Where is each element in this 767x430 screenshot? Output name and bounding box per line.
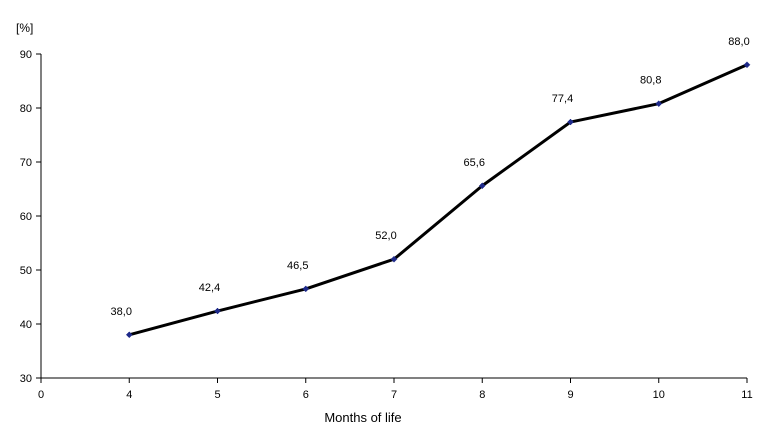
data-point-marker [743,61,751,69]
data-point-marker [302,285,310,293]
y-tick-label: 40 [20,319,32,331]
data-point-marker [125,331,133,339]
data-labels: 38,0 42,4 46,5 52,0 65,6 77,4 80,8 88,0 [111,36,750,318]
y-tick-label: 50 [20,265,32,277]
data-label: 42,4 [199,282,220,294]
data-point-marker [390,255,398,263]
data-label: 52,0 [375,230,396,242]
data-point-marker [655,100,663,108]
data-point-marker [567,118,574,126]
y-tick-label: 90 [20,49,32,61]
y-tick-label: 80 [20,103,32,115]
data-label: 77,4 [552,93,573,105]
data-label: 38,0 [111,306,132,318]
data-label: 65,6 [464,157,485,169]
x-tick-label: 10 [653,389,665,401]
data-label: 88,0 [728,36,749,48]
x-tick-label: 11 [741,389,752,401]
data-label: 80,8 [640,75,661,87]
y-tick-label: 70 [20,157,32,169]
x-tick-label: 8 [479,389,485,401]
x-tick-label: 7 [391,389,397,401]
x-tick-label: 5 [214,389,220,401]
series-line [128,63,748,337]
data-label: 46,5 [287,260,308,272]
y-axis-ticks: 30 40 50 60 70 80 90 [20,49,41,385]
y-tick-label: 60 [20,211,32,223]
x-tick-label: 0 [38,389,44,401]
x-tick-label: 4 [126,389,132,401]
data-point-marker [478,182,486,190]
x-axis-ticks: 0 4 5 6 7 8 9 10 11 [38,378,753,401]
x-tick-label: 6 [303,389,309,401]
data-point-marker [214,307,221,315]
y-axis-unit-label: [%] [16,21,33,35]
series-markers [125,61,751,339]
x-axis-title: Months of life [324,410,401,425]
x-tick-label: 9 [567,389,573,401]
y-tick-label: 30 [20,373,32,385]
